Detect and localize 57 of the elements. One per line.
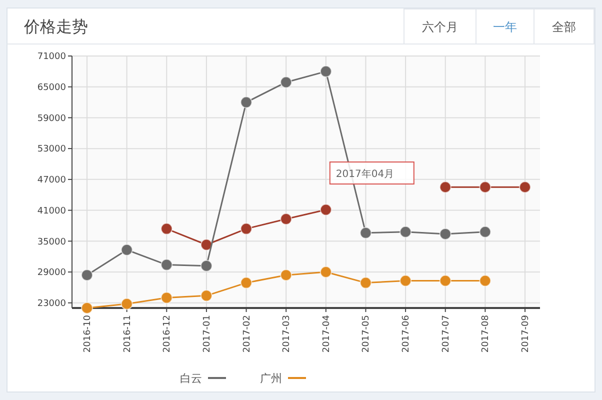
point — [439, 228, 452, 240]
point — [160, 292, 173, 304]
range-button: 全部 — [534, 8, 594, 44]
y-tick-label: 65000 — [37, 83, 66, 94]
x-tick-label: 2017-03 — [282, 315, 292, 353]
point — [240, 96, 252, 108]
y-tick-label: 47000 — [37, 176, 66, 186]
point — [200, 238, 212, 251]
point — [81, 302, 93, 314]
point — [400, 274, 412, 287]
point — [479, 226, 492, 238]
chart-title: 价格走势 — [23, 17, 88, 36]
x-tick-label: 2017-08 — [481, 314, 492, 353]
x-tick-label: 2017-04 — [322, 314, 332, 353]
point — [439, 274, 452, 287]
x-tick-label: 2017-06 — [402, 314, 412, 353]
point — [320, 204, 332, 216]
point — [160, 258, 173, 271]
x-tick-label: 2017-05 — [362, 315, 372, 353]
x-tick-label: 2016-12 — [162, 315, 173, 353]
x-tick-label: 2017-01 — [202, 315, 212, 353]
point — [519, 181, 531, 194]
point — [240, 222, 252, 235]
point — [439, 181, 452, 194]
point — [160, 222, 173, 235]
y-tick-label: 53000 — [37, 144, 66, 155]
point — [479, 274, 492, 287]
x-tick-label: 2017-09 — [521, 314, 531, 353]
point — [360, 276, 372, 289]
point — [400, 226, 412, 238]
y-tick-label: 71000 — [37, 52, 66, 62]
point — [280, 76, 292, 88]
x-tick-label: 2016-10 — [83, 314, 93, 353]
x-tick-label: 2017-02 — [242, 315, 252, 353]
point — [280, 213, 292, 226]
point — [81, 269, 93, 282]
point — [360, 226, 372, 239]
point — [240, 276, 252, 289]
point — [479, 181, 492, 194]
point — [200, 260, 212, 272]
y-tick-label: 41000 — [37, 206, 66, 216]
y-tick-label: 35000 — [37, 237, 66, 248]
y-tick-label: 29000 — [37, 268, 66, 278]
point — [200, 290, 212, 302]
point — [320, 266, 332, 278]
legend-label: 白云 — [180, 372, 202, 385]
x-tick-label: 2017-07 — [441, 315, 452, 353]
annotation: 2017年04月 — [336, 168, 394, 180]
y-tick-label: 59000 — [37, 114, 66, 124]
y-tick-label: 23000 — [37, 299, 66, 310]
point — [320, 65, 332, 78]
legend-label: 广州 — [260, 372, 282, 385]
point — [280, 269, 292, 282]
x-tick-label: 2016-11 — [122, 315, 133, 353]
range-button: 六个月 — [404, 8, 476, 44]
point — [120, 298, 133, 310]
point — [120, 244, 133, 256]
